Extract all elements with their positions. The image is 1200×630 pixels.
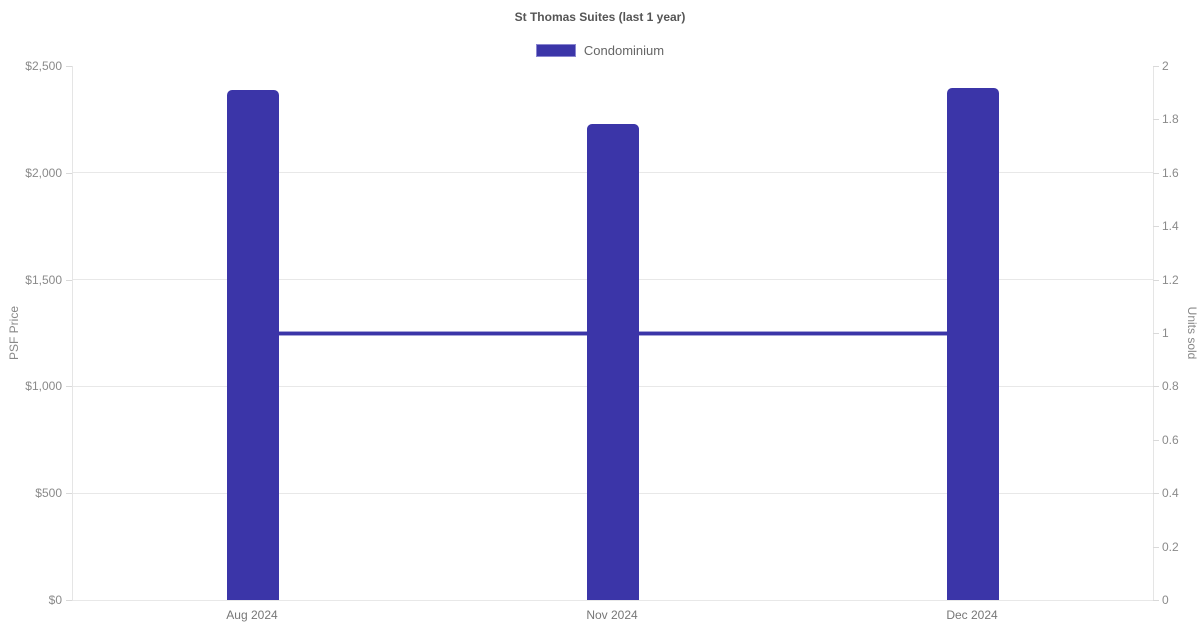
bar-nov-2024[interactable] [587,124,639,600]
right-axis-tick-label: 0.2 [1162,539,1179,554]
left-axis-tick [66,493,72,495]
right-axis-tick [1153,386,1159,388]
right-axis-tick [1153,119,1159,121]
legend-item-condominium[interactable]: Condominium [0,42,1200,58]
right-axis-tick-label: 0.8 [1162,379,1179,394]
left-axis-tick-label: $1,500 [25,272,62,287]
left-axis-tick-label: $0 [48,593,62,607]
right-axis-tick [1153,600,1159,601]
legend-swatch-icon [535,43,576,57]
bar-dec-2024[interactable] [947,88,999,600]
right-axis-tick [1153,546,1159,548]
x-axis-tick-label: Aug 2024 [226,608,278,622]
right-axis-tick [1153,172,1159,174]
left-axis-tick-label: $500 [35,486,62,501]
right-axis-tick-label: 1.2 [1162,272,1179,287]
bar-aug-2024[interactable] [227,89,279,600]
right-axis-tick-label: 0.4 [1162,486,1179,501]
right-axis-tick-label: 0 [1162,593,1169,607]
left-axis-tick [66,600,72,601]
right-axis-tick-label: 1 [1162,326,1169,340]
right-axis-tick-label: 0.6 [1162,432,1179,447]
left-axis-tick-label: $2,000 [25,165,62,180]
legend-label: Condominium [583,42,665,58]
left-axis-tick-label: $1,000 [25,379,62,394]
left-axis-tick [66,172,72,174]
right-axis-tick [1153,439,1159,441]
left-axis-tick [66,386,72,388]
right-axis-tick [1153,333,1159,334]
plot-area [72,66,1154,601]
right-axis-tick-label: 2 [1162,59,1169,73]
right-axis-tick-label: 1.6 [1162,165,1179,180]
gridline [73,599,1153,601]
x-axis-tick-label: Dec 2024 [946,608,998,622]
right-axis-tick [1153,493,1159,495]
right-axis-tick-label: 1.4 [1162,219,1179,234]
left-axis-tick [66,279,72,281]
chart-title: St Thomas Suites (last 1 year) [514,10,686,24]
right-axis-tick [1153,66,1159,67]
left-axis-title: PSF Price [7,306,21,361]
left-axis-tick-label: $2,500 [25,59,62,73]
right-axis-tick [1153,279,1159,281]
left-axis-tick [66,66,72,67]
x-axis-tick-label: Nov 2024 [586,608,638,622]
right-axis-tick-label: 1.8 [1162,112,1179,127]
right-axis-tick [1153,226,1159,228]
